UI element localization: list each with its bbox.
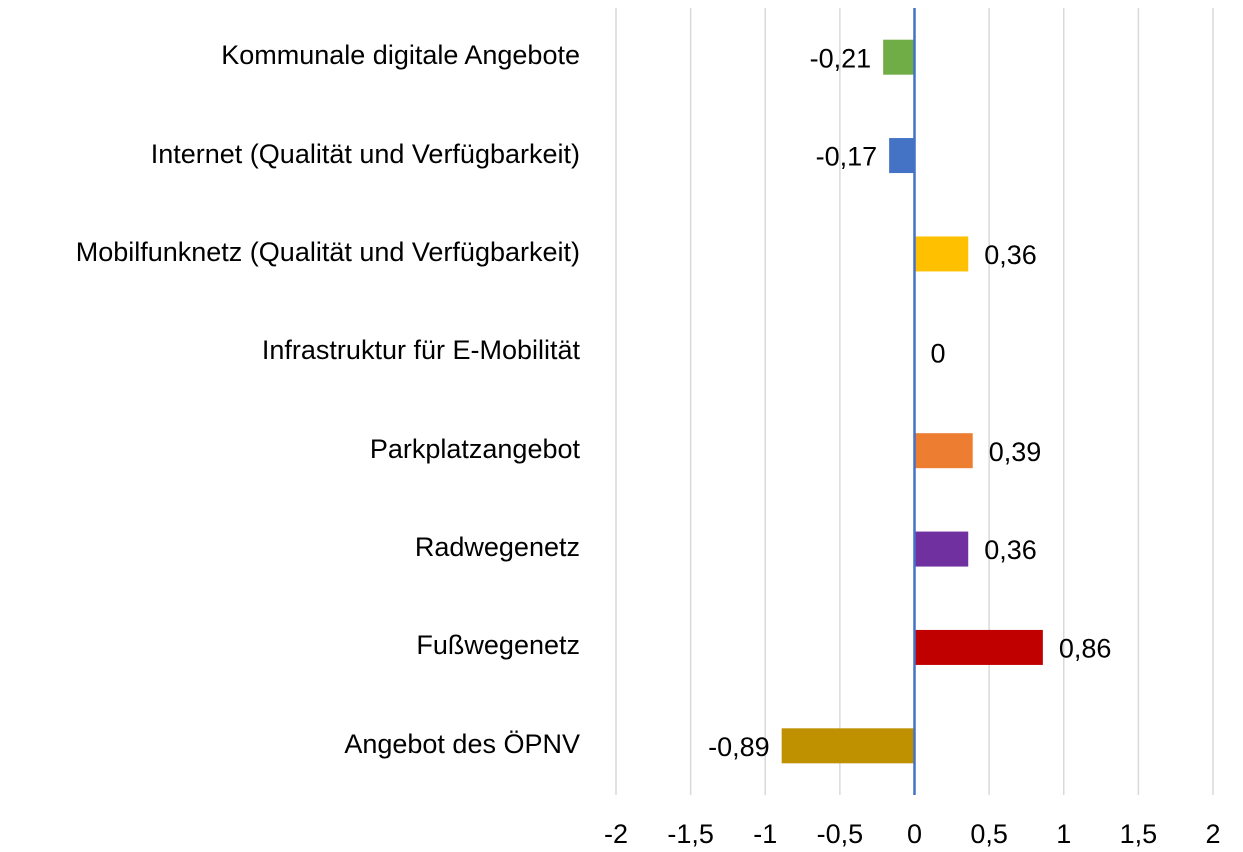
value-label: 0,36: [984, 535, 1037, 565]
y-tick-label: Angebot des ÖPNV: [344, 728, 580, 759]
y-tick-label: Kommunale digitale Angebote: [221, 40, 580, 71]
bar: [914, 236, 969, 272]
bar: [889, 138, 915, 174]
x-tick-label: 1,5: [1120, 819, 1158, 849]
value-label: 0,36: [984, 240, 1037, 270]
x-tick-label: -0,5: [817, 819, 864, 849]
x-tick-label: 0,5: [970, 819, 1008, 849]
y-tick-label: Infrastruktur für E-Mobilität: [261, 335, 580, 366]
y-tick-label: Fußwegenetz: [416, 630, 580, 661]
value-label: -0,21: [810, 43, 872, 73]
y-tick-label: Parkplatzangebot: [369, 433, 580, 464]
bar: [914, 629, 1043, 665]
bar: [914, 531, 969, 567]
value-label: 0,86: [1059, 634, 1112, 664]
y-tick-label: Internet (Qualität und Verfügbarkeit): [150, 138, 580, 169]
x-tick-label: 2: [1205, 819, 1220, 849]
value-label: -0,89: [708, 732, 770, 762]
y-tick-label: Mobilfunknetz (Qualität und Verfügbarkei…: [75, 236, 580, 267]
bar: [914, 433, 973, 469]
value-label: 0,39: [989, 437, 1042, 467]
y-tick-label: Radwegenetz: [414, 532, 580, 563]
x-tick-label: -2: [604, 819, 628, 849]
x-tick-label: 0: [907, 819, 922, 849]
x-tick-label: -1,5: [667, 819, 714, 849]
value-label: -0,17: [816, 142, 878, 172]
x-tick-label: 1: [1056, 819, 1071, 849]
bar: [883, 39, 915, 75]
value-label: 0: [931, 338, 946, 368]
x-tick-label: -1: [753, 819, 777, 849]
bar: [781, 728, 915, 764]
